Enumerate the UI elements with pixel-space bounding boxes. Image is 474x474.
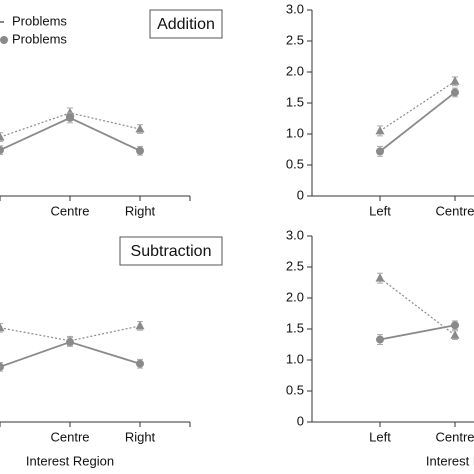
y-tick-label: 3.0 xyxy=(286,1,304,16)
point xyxy=(135,320,145,330)
title-box xyxy=(119,236,223,266)
x-tick-label: Right xyxy=(125,429,156,444)
legend-label: Problems xyxy=(12,31,67,46)
point xyxy=(0,322,5,332)
x-tick-label: Centre xyxy=(435,203,474,218)
y-tick-label: 1.0 xyxy=(286,351,304,366)
point xyxy=(0,146,4,155)
y-tick-label: 2.0 xyxy=(286,289,304,304)
y-tick-label: 2.0 xyxy=(286,63,304,78)
y-tick-label: 0 xyxy=(297,187,304,202)
point xyxy=(451,88,459,97)
point xyxy=(450,330,460,339)
title-box xyxy=(149,9,223,39)
x-tick-label: Centre xyxy=(50,429,89,444)
y-tick-label: 1.0 xyxy=(286,125,304,140)
x-tick-label: Left xyxy=(369,203,391,218)
point xyxy=(135,124,145,133)
y-tick-label: 1.5 xyxy=(286,94,304,109)
point xyxy=(136,359,144,368)
x-tick-label: Centre xyxy=(435,429,474,444)
point xyxy=(0,362,4,371)
point xyxy=(450,76,460,85)
y-tick-label: 0.5 xyxy=(286,156,304,171)
y-tick-label: 0.5 xyxy=(286,382,304,397)
y-tick-label: 2.5 xyxy=(286,32,304,47)
point xyxy=(65,107,75,117)
point xyxy=(451,321,459,330)
y-tick-label: 1.5 xyxy=(286,320,304,335)
x-tick-label: Right xyxy=(125,203,156,218)
point xyxy=(376,335,384,344)
point xyxy=(136,146,144,155)
point xyxy=(375,273,385,282)
x-tick-label: Centre xyxy=(50,203,89,218)
point xyxy=(375,125,385,135)
y-tick-label: 2.5 xyxy=(286,258,304,273)
series-line xyxy=(379,91,456,153)
legend-marker xyxy=(0,36,8,44)
y-tick-label: 3.0 xyxy=(286,227,304,242)
series-line xyxy=(379,324,456,341)
legend-label: Problems xyxy=(12,13,67,28)
chart-title: Subtraction xyxy=(131,243,212,260)
point xyxy=(0,132,5,141)
point xyxy=(66,338,74,347)
y-tick-label: 0 xyxy=(297,413,304,428)
point xyxy=(376,147,384,156)
series-line xyxy=(0,112,141,138)
point xyxy=(66,113,74,122)
x-axis-label: Interest Region xyxy=(26,453,114,468)
x-axis-label: Interest Region xyxy=(426,453,474,468)
chart-title: Addition xyxy=(157,16,215,33)
x-tick-label: Left xyxy=(369,429,391,444)
series-line xyxy=(379,80,456,132)
